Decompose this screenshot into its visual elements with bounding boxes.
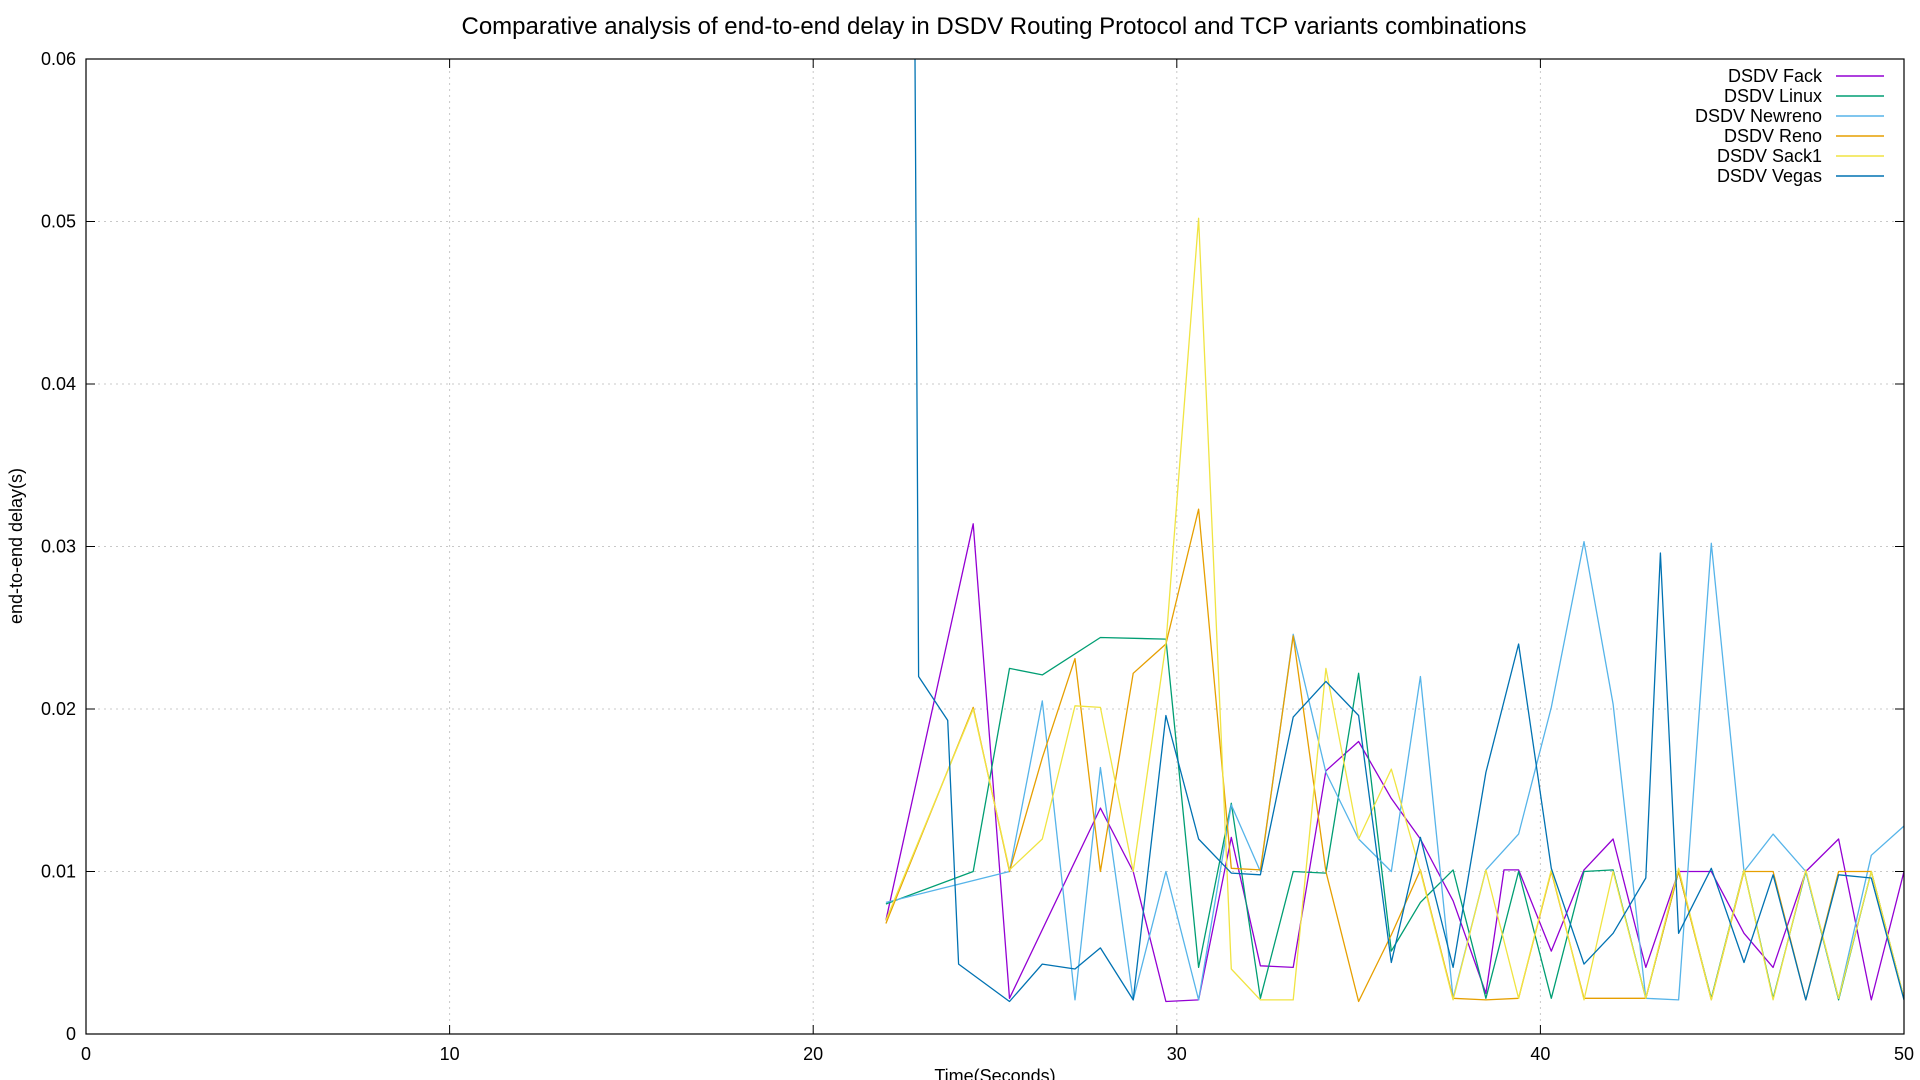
legend-label: DSDV Vegas xyxy=(1717,166,1822,186)
legend-entry-dsdv-fack: DSDV Fack xyxy=(1728,66,1884,86)
ticks: 0 0.01 0.02 0.03 0.04 0.05 0.06 0 10 20 30 40 50 xyxy=(41,49,1914,1064)
series-line-dsdv-sack1 xyxy=(885,217,1905,1001)
series-line-dsdv-vegas xyxy=(914,58,1905,1003)
series-line-dsdv-reno xyxy=(885,508,1905,1003)
y-tick-label: 0.03 xyxy=(41,537,76,557)
y-tick-label: 0.04 xyxy=(41,374,76,394)
legend-label: DSDV Linux xyxy=(1724,86,1822,106)
x-tick-label: 50 xyxy=(1894,1044,1914,1064)
series-line-dsdv-fack xyxy=(885,523,1905,1003)
legend-entry-dsdv-linux: DSDV Linux xyxy=(1724,86,1884,106)
x-tick-label: 30 xyxy=(1167,1044,1187,1064)
legend-label: DSDV Newreno xyxy=(1695,106,1822,126)
legend-entry-dsdv-sack1: DSDV Sack1 xyxy=(1717,146,1884,166)
plot-frame xyxy=(85,58,1905,1035)
y-tick-label: 0.02 xyxy=(41,699,76,719)
x-tick-label: 20 xyxy=(803,1044,823,1064)
y-tick-label: 0 xyxy=(66,1024,76,1044)
chart-title: Comparative analysis of end-to-end delay… xyxy=(462,13,1527,40)
grid xyxy=(86,59,1904,1034)
y-axis-label: end-to-end delay(s) xyxy=(6,468,26,624)
x-axis-label: Time(Seconds) xyxy=(934,1066,1055,1080)
series-layer xyxy=(885,58,1905,1003)
legend-label: DSDV Reno xyxy=(1724,126,1822,146)
legend-label: DSDV Sack1 xyxy=(1717,146,1822,166)
legend-entry-dsdv-newreno: DSDV Newreno xyxy=(1695,106,1884,126)
legend-entry-dsdv-reno: DSDV Reno xyxy=(1724,126,1884,146)
y-tick-label: 0.01 xyxy=(41,862,76,882)
y-tick-label: 0.06 xyxy=(41,49,76,69)
series-line-dsdv-newreno xyxy=(885,540,1905,1001)
y-tick-label: 0.05 xyxy=(41,212,76,232)
legend-label: DSDV Fack xyxy=(1728,66,1823,86)
x-tick-label: 10 xyxy=(440,1044,460,1064)
x-tick-label: 0 xyxy=(81,1044,91,1064)
x-tick-label: 40 xyxy=(1530,1044,1550,1064)
legend-entry-dsdv-vegas: DSDV Vegas xyxy=(1717,166,1884,186)
